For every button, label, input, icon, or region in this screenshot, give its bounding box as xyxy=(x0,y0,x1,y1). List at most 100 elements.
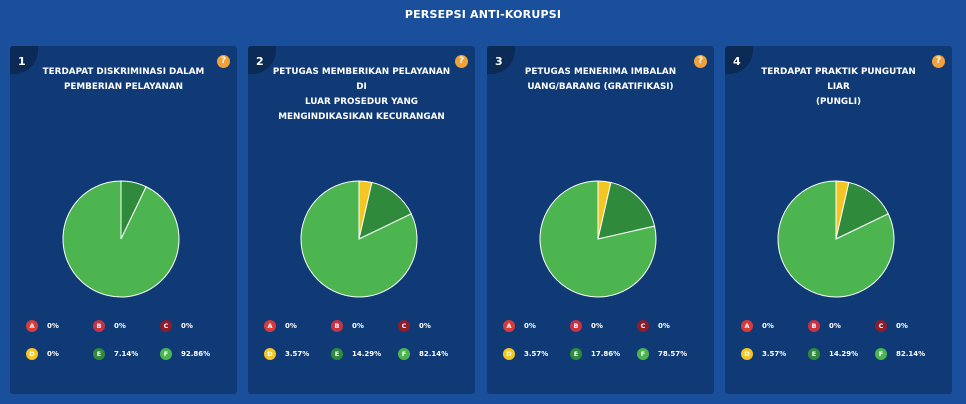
legend-marker: F xyxy=(637,348,649,360)
chart-title-line: TERDAPAT PRAKTIK PUNGUTAN LIAR xyxy=(761,67,916,92)
legend-item-c: C 0% xyxy=(875,319,908,333)
legend-marker: A xyxy=(741,320,753,332)
legend-value: 7.14% xyxy=(114,350,139,358)
chart-title-line: (PUNGLI) xyxy=(815,97,862,107)
card-number: 1 xyxy=(18,55,26,68)
chart-title: TERDAPAT PRAKTIK PUNGUTAN LIAR (PUNGLI) xyxy=(749,65,928,110)
chart-title-line: MENGINDIKASIKAN KECURANGAN xyxy=(278,112,445,122)
chart-card-3: 3? PETUGAS MENERIMA IMBALAN UANG/BARANG (G… xyxy=(487,46,714,394)
help-icon[interactable]: ? xyxy=(455,55,468,68)
help-icon[interactable]: ? xyxy=(932,55,945,68)
legend-marker: E xyxy=(93,348,105,360)
legend-item-a: A 0% xyxy=(26,319,59,333)
pie-slice-e[interactable] xyxy=(358,181,412,240)
help-icon[interactable]: ? xyxy=(694,55,707,68)
legend-marker: A xyxy=(264,320,276,332)
card-number: 3 xyxy=(495,55,503,68)
chart-title: PETUGAS MEMBERIKAN PELAYANAN DI LUAR PROS… xyxy=(272,65,451,125)
legend-item-e: E 14.29% xyxy=(808,347,858,361)
chart-title-line: TERDAPAT DISKRIMINASI DALAM xyxy=(42,67,205,77)
chart-title-line: UANG/BARANG (GRATIFIKASI) xyxy=(527,82,674,92)
help-icon[interactable]: ? xyxy=(217,55,230,68)
legend-value: 0% xyxy=(524,322,536,330)
legend-marker: D xyxy=(264,348,276,360)
legend-value: 82.14% xyxy=(419,350,449,358)
legend-marker: E xyxy=(570,348,582,360)
legend-value: 0% xyxy=(114,322,126,330)
card-number: 4 xyxy=(733,55,741,68)
legend-value: 17.86% xyxy=(591,350,621,358)
pie-chart xyxy=(300,180,418,298)
legend-item-b: B 0% xyxy=(331,319,364,333)
legend-marker: B xyxy=(93,320,105,332)
pie-slice-e[interactable] xyxy=(835,181,889,240)
legend-marker: E xyxy=(808,348,820,360)
chart-title-line: LUAR PROSEDUR YANG xyxy=(304,97,419,107)
legend-marker: B xyxy=(331,320,343,332)
legend-value: 0% xyxy=(896,322,908,330)
legend-item-a: A 0% xyxy=(264,319,297,333)
legend-marker: D xyxy=(503,348,515,360)
legend-marker: B xyxy=(808,320,820,332)
legend-item-e: E 7.14% xyxy=(93,347,138,361)
legend-value: 82.14% xyxy=(896,350,926,358)
legend-value: 0% xyxy=(181,322,193,330)
legend-value: 0% xyxy=(762,322,774,330)
legend-marker: F xyxy=(875,348,887,360)
legend-marker: C xyxy=(398,320,410,332)
pie-slice-f[interactable] xyxy=(300,180,418,298)
pie-chart xyxy=(777,180,895,298)
page-title: PERSEPSI ANTI-KORUPSI xyxy=(404,8,562,21)
legend-item-f: F 92.86% xyxy=(160,347,210,361)
legend-value: 0% xyxy=(47,350,59,358)
legend-value: 0% xyxy=(658,322,670,330)
legend-item-e: E 14.29% xyxy=(331,347,381,361)
legend-item-f: F 82.14% xyxy=(875,347,925,361)
legend-item-b: B 0% xyxy=(93,319,126,333)
legend-marker: F xyxy=(398,348,410,360)
legend-value: 0% xyxy=(591,322,603,330)
legend-value: 3.57% xyxy=(762,350,787,358)
legend-value: 14.29% xyxy=(829,350,859,358)
pie-slice-f[interactable] xyxy=(777,180,895,298)
chart-title: PETUGAS MENERIMA IMBALAN UANG/BARANG (GRA… xyxy=(511,65,690,95)
pie-slice-f[interactable] xyxy=(62,180,180,298)
legend-marker: C xyxy=(160,320,172,332)
chart-card-2: 2? PETUGAS MEMBERIKAN PELAYANAN DI LUAR PR… xyxy=(248,46,475,394)
legend-item-b: B 0% xyxy=(570,319,603,333)
legend-item-f: F 82.14% xyxy=(398,347,448,361)
legend-value: 78.57% xyxy=(658,350,688,358)
legend-item-c: C 0% xyxy=(160,319,193,333)
legend-marker: D xyxy=(741,348,753,360)
legend-value: 14.29% xyxy=(352,350,382,358)
pie-chart xyxy=(62,180,180,298)
legend-item-c: C 0% xyxy=(637,319,670,333)
legend-value: 3.57% xyxy=(285,350,310,358)
legend-value: 92.86% xyxy=(181,350,211,358)
chart-title-line: PETUGAS MENERIMA IMBALAN xyxy=(524,67,677,77)
chart-card-1: 1? TERDAPAT DISKRIMINASI DALAM PEMBERIAN P… xyxy=(10,46,237,394)
pie-chart xyxy=(539,180,657,298)
legend-value: 0% xyxy=(829,322,841,330)
legend-value: 0% xyxy=(352,322,364,330)
legend-item-d: D 0% xyxy=(26,347,59,361)
legend-value: 0% xyxy=(47,322,59,330)
legend-marker: A xyxy=(503,320,515,332)
pie-slice-e[interactable] xyxy=(597,181,656,240)
chart-title-line: PEMBERIAN PELAYANAN xyxy=(63,82,184,92)
legend-item-b: B 0% xyxy=(808,319,841,333)
legend-marker: B xyxy=(570,320,582,332)
legend-marker: A xyxy=(26,320,38,332)
legend-marker: C xyxy=(875,320,887,332)
pie-slice-f[interactable] xyxy=(539,180,657,298)
legend-item-a: A 0% xyxy=(503,319,536,333)
legend-item-a: A 0% xyxy=(741,319,774,333)
legend-marker: E xyxy=(331,348,343,360)
legend-value: 3.57% xyxy=(524,350,549,358)
legend-marker: F xyxy=(160,348,172,360)
chart-card-4: 4? TERDAPAT PRAKTIK PUNGUTAN LIAR (PUNGLI)… xyxy=(725,46,952,394)
legend-marker: C xyxy=(637,320,649,332)
legend-item-d: D 3.57% xyxy=(741,347,786,361)
card-number: 2 xyxy=(256,55,264,68)
legend-item-d: D 3.57% xyxy=(503,347,548,361)
